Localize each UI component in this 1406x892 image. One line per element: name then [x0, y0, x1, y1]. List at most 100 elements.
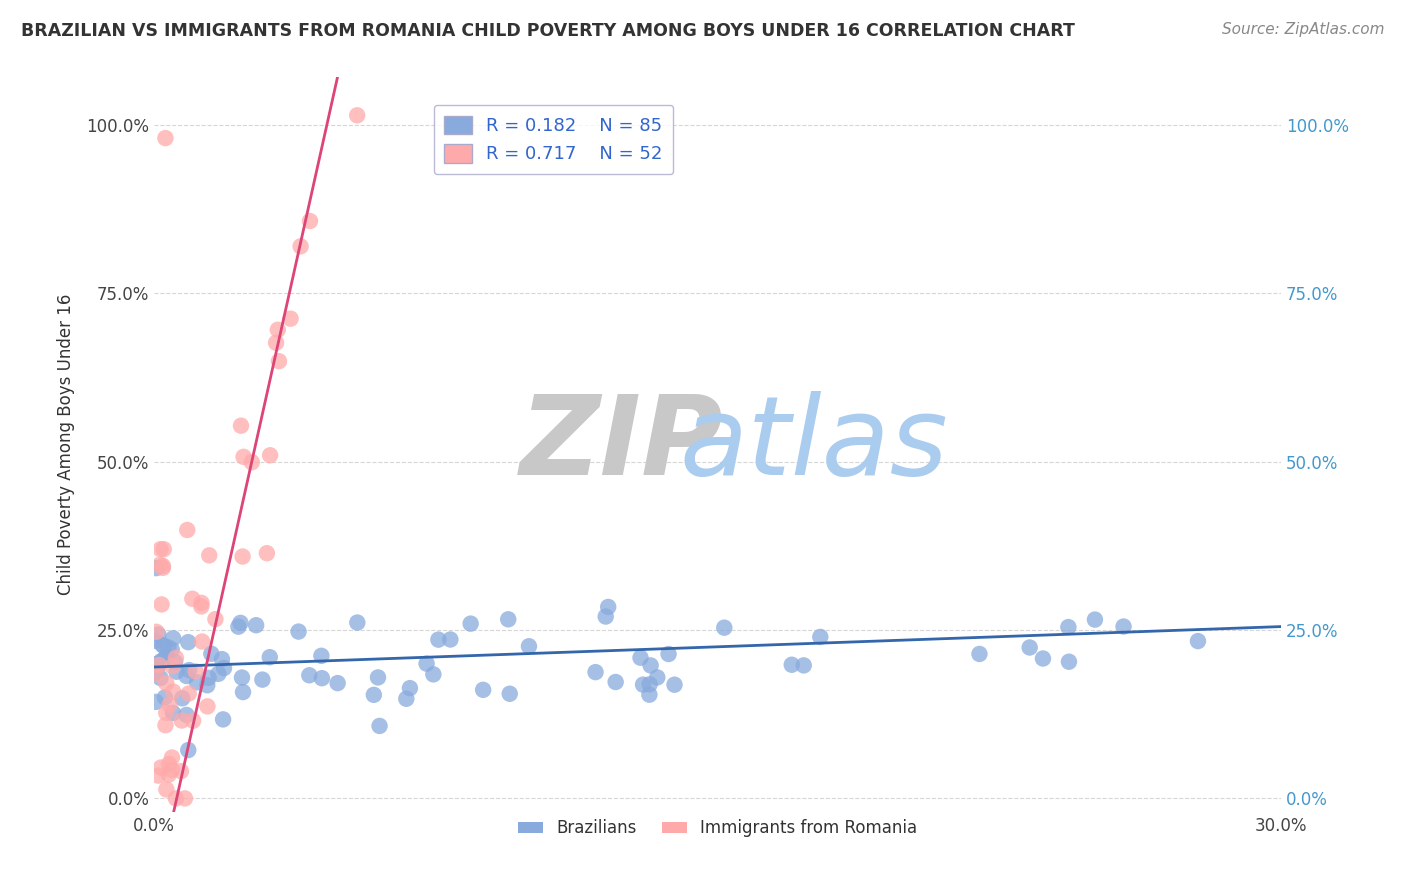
Point — [713, 621, 735, 635]
Point — [598, 599, 620, 614]
Point — [605, 675, 627, 690]
Point — [638, 677, 661, 691]
Point — [157, 767, 180, 781]
Point — [395, 691, 418, 706]
Point — [197, 671, 219, 685]
Point — [148, 657, 170, 672]
Point — [264, 335, 287, 350]
Point — [176, 523, 198, 537]
Point — [155, 782, 177, 797]
Point — [229, 615, 252, 630]
Point — [177, 687, 200, 701]
Point — [145, 695, 167, 709]
Point — [200, 647, 222, 661]
Point — [184, 665, 207, 679]
Point — [153, 639, 176, 653]
Point — [298, 214, 321, 228]
Point — [165, 651, 187, 665]
Point — [415, 657, 437, 671]
Point — [367, 670, 389, 684]
Point — [159, 698, 181, 712]
Point — [153, 653, 176, 667]
Point — [150, 598, 173, 612]
Point — [143, 634, 166, 648]
Point — [232, 450, 254, 464]
Point — [280, 311, 302, 326]
Point — [179, 663, 201, 677]
Point — [162, 684, 184, 698]
Y-axis label: Child Poverty Among Boys Under 16: Child Poverty Among Boys Under 16 — [58, 294, 75, 595]
Point — [145, 666, 167, 681]
Point — [149, 671, 172, 685]
Point — [259, 650, 281, 665]
Point — [245, 618, 267, 632]
Point — [207, 666, 229, 681]
Point — [181, 714, 204, 728]
Point — [240, 455, 263, 469]
Point — [177, 635, 200, 649]
Point — [399, 681, 422, 695]
Text: atlas: atlas — [679, 392, 948, 498]
Point — [162, 706, 184, 720]
Point — [190, 599, 212, 614]
Legend: Brazilians, Immigrants from Romania: Brazilians, Immigrants from Romania — [512, 813, 924, 844]
Point — [808, 630, 831, 644]
Point — [267, 354, 290, 368]
Point — [256, 546, 278, 560]
Point — [157, 757, 180, 772]
Point — [969, 647, 991, 661]
Point — [326, 676, 349, 690]
Point — [231, 671, 253, 685]
Point — [212, 712, 235, 726]
Point — [170, 714, 193, 728]
Point — [252, 673, 274, 687]
Point — [1057, 620, 1080, 634]
Point — [165, 655, 187, 669]
Point — [146, 657, 169, 671]
Point — [664, 678, 686, 692]
Point — [170, 764, 193, 779]
Point — [172, 691, 194, 706]
Point — [290, 239, 312, 253]
Point — [212, 661, 235, 675]
Point — [157, 640, 180, 655]
Point — [1032, 651, 1054, 665]
Point — [176, 707, 198, 722]
Point — [166, 665, 188, 679]
Point — [422, 667, 444, 681]
Point — [780, 657, 803, 672]
Point — [1084, 613, 1107, 627]
Point — [460, 616, 482, 631]
Text: BRAZILIAN VS IMMIGRANTS FROM ROMANIA CHILD POVERTY AMONG BOYS UNDER 16 CORRELATI: BRAZILIAN VS IMMIGRANTS FROM ROMANIA CHI… — [21, 22, 1076, 40]
Point — [630, 650, 652, 665]
Point — [148, 627, 170, 641]
Point — [195, 678, 218, 692]
Point — [146, 769, 169, 783]
Point — [152, 561, 174, 575]
Point — [155, 706, 177, 720]
Point — [148, 658, 170, 673]
Point — [145, 665, 167, 680]
Point — [174, 791, 197, 805]
Point — [645, 670, 668, 684]
Point — [499, 687, 522, 701]
Point — [346, 615, 368, 630]
Point — [311, 648, 333, 663]
Point — [1057, 655, 1080, 669]
Point — [197, 699, 219, 714]
Point — [232, 685, 254, 699]
Point — [363, 688, 385, 702]
Point — [162, 632, 184, 646]
Point — [145, 561, 167, 575]
Point — [160, 642, 183, 657]
Point — [228, 620, 250, 634]
Point — [198, 549, 221, 563]
Point — [287, 624, 309, 639]
Point — [496, 612, 519, 626]
Point — [149, 542, 172, 557]
Point — [191, 634, 214, 648]
Point — [155, 131, 177, 145]
Point — [145, 624, 167, 639]
Point — [152, 559, 174, 574]
Point — [160, 750, 183, 764]
